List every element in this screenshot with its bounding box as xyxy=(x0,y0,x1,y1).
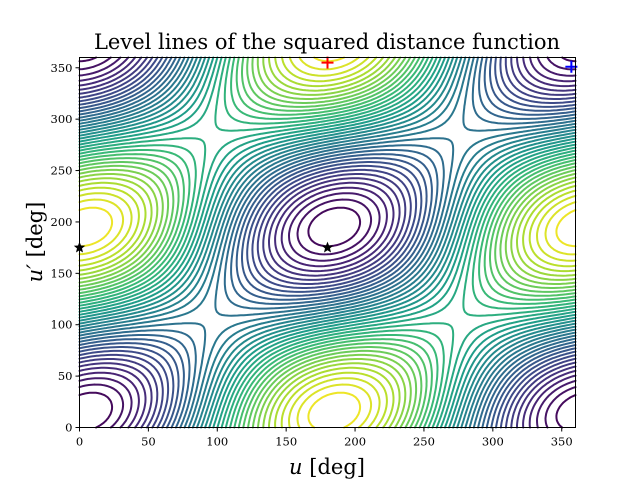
contour-level xyxy=(78,56,577,429)
contour-level xyxy=(78,56,577,429)
x-tick-label: 150 xyxy=(275,435,297,449)
contour-level xyxy=(78,56,577,429)
y-tick-label: 150 xyxy=(51,266,73,280)
contour-level xyxy=(78,56,577,429)
contour-level xyxy=(78,56,577,429)
y-tick-label: 300 xyxy=(51,112,73,126)
contour-level xyxy=(78,56,577,429)
contour-level xyxy=(78,56,577,429)
x-tick-label: 0 xyxy=(76,435,83,449)
x-tick-label: 350 xyxy=(551,435,573,449)
contour-level xyxy=(78,56,577,429)
y-axis-label-unit: [deg] xyxy=(23,202,47,264)
y-axis-label-var: u′ xyxy=(23,264,47,283)
contour-level xyxy=(78,56,577,429)
x-tick-label: 50 xyxy=(141,435,156,449)
contour-level xyxy=(78,56,577,429)
contour-level xyxy=(78,56,577,429)
contour-level xyxy=(78,56,577,429)
contour-level xyxy=(78,56,577,429)
y-tick-label: 250 xyxy=(51,164,73,178)
contour-level xyxy=(78,56,577,429)
contour-level xyxy=(78,56,577,429)
contour-level xyxy=(78,56,577,429)
y-axis-ticks: 0 50 100 150 200 250 300 350 xyxy=(51,61,80,435)
x-axis-ticks: 0 50 100 150 200 250 300 350 xyxy=(76,427,573,449)
contour-level xyxy=(78,56,577,429)
contour-level xyxy=(78,56,577,429)
red-plus-marker xyxy=(321,56,334,69)
x-axis-label-var: u xyxy=(289,455,303,479)
contour-level xyxy=(78,56,577,429)
contour-level xyxy=(78,56,577,429)
y-tick-label: 350 xyxy=(51,61,73,75)
contour-level xyxy=(78,56,577,429)
contour-level xyxy=(78,56,577,429)
star-marker xyxy=(321,241,334,253)
contour-level xyxy=(78,56,577,429)
chart-title: Level lines of the squared distance func… xyxy=(94,30,560,54)
contour-level xyxy=(78,56,577,429)
contour-level xyxy=(78,56,577,429)
contour-level xyxy=(78,56,577,429)
contour-level xyxy=(78,56,577,429)
x-tick-label: 300 xyxy=(482,435,504,449)
plot-frame xyxy=(79,57,576,428)
x-tick-label: 250 xyxy=(413,435,435,449)
contour-level xyxy=(78,56,577,429)
contour-level xyxy=(78,56,577,429)
x-tick-label: 100 xyxy=(206,435,228,449)
x-tick-label: 200 xyxy=(344,435,366,449)
contour-level xyxy=(78,56,577,429)
y-tick-label: 100 xyxy=(51,318,73,332)
y-tick-label: 0 xyxy=(65,421,72,435)
y-axis-label: u′ [deg] xyxy=(23,202,47,283)
y-tick-label: 50 xyxy=(58,369,73,383)
contour-level xyxy=(78,56,577,429)
contour-level xyxy=(78,56,577,429)
x-axis-label-unit: [deg] xyxy=(303,455,365,479)
contour-lines xyxy=(78,56,577,429)
y-tick-label: 200 xyxy=(51,215,73,229)
x-axis-label: u [deg] xyxy=(289,455,365,479)
